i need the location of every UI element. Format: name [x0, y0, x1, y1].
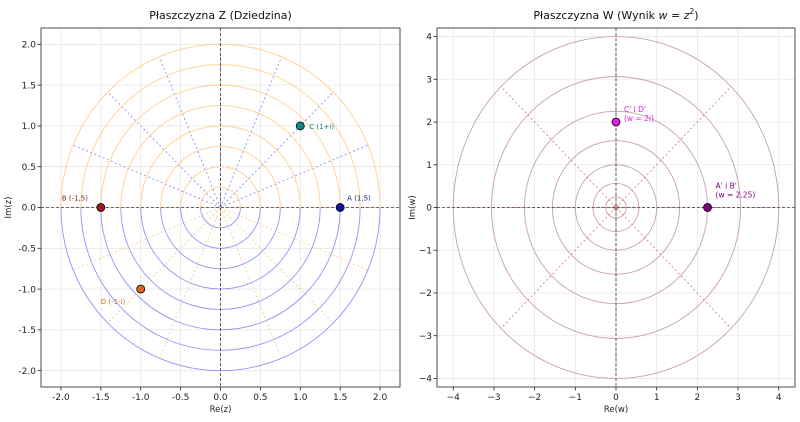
- lower-half-circle: [160, 146, 281, 208]
- lower-half-ray: [159, 207, 221, 359]
- y-tick-label: 2: [426, 118, 432, 128]
- lower-half-circle: [180, 166, 261, 208]
- x-tick-label: 1: [654, 393, 660, 403]
- data-point: [96, 203, 106, 212]
- y-tick-label: 2.0: [22, 41, 37, 51]
- point-sublabel: (w = 2i): [624, 114, 654, 123]
- image-ray: [500, 207, 617, 329]
- point-label: A' i B': [716, 182, 737, 191]
- data-point: [703, 203, 712, 212]
- point-label: A (1,5): [347, 195, 371, 203]
- y-tick-label: 0: [426, 204, 432, 214]
- y-tick-label: 1: [426, 161, 432, 171]
- y-tick-label: -0.5: [18, 244, 36, 254]
- x-axis-label: Re(z): [210, 405, 232, 415]
- y-tick-label: −3: [419, 332, 432, 342]
- point-label: B (-1,5): [62, 195, 88, 203]
- data-point: [136, 284, 146, 294]
- chart-title-part: =: [668, 9, 684, 22]
- y-tick-label: -1.5: [18, 326, 36, 336]
- point-label: C' i D': [624, 105, 646, 114]
- x-tick-label: 4: [776, 393, 782, 403]
- y-tick-label: 1.5: [22, 81, 36, 91]
- y-tick-label: 0.5: [22, 163, 36, 173]
- y-tick-label: −1: [419, 246, 432, 256]
- chart-title-part: Płaszczyzna W (Wynik: [533, 9, 658, 22]
- chart-title: Płaszczyzna Z (Dziedzina): [149, 9, 292, 22]
- x-tick-label: −4: [447, 393, 461, 403]
- x-tick-label: 1.0: [293, 393, 308, 403]
- x-tick-label: -1.5: [92, 393, 110, 403]
- x-tick-label: 2: [694, 393, 700, 403]
- image-ray: [615, 86, 732, 208]
- y-tick-label: -2.0: [18, 367, 36, 377]
- y-tick-label: −4: [419, 375, 433, 385]
- x-tick-label: -1.0: [132, 393, 150, 403]
- y-tick-label: 4: [426, 33, 432, 43]
- data-point: [611, 117, 621, 127]
- y-tick-label: 1.0: [22, 122, 37, 132]
- data-point: [335, 203, 345, 212]
- y-tick-label: 3: [426, 75, 432, 85]
- x-tick-label: 0.5: [253, 393, 267, 403]
- chart-title-part: z: [683, 9, 690, 22]
- x-tick-label: -2.0: [52, 393, 70, 403]
- panel-0: -2.0 -1.5 -1.0 -0.5 0.0 0.5 1.0 1.5 2.0 -2.0 -1.5 -…: [4, 9, 401, 415]
- point-sublabel: (w = 2.25): [716, 191, 756, 200]
- chart-title: Płaszczyzna W (Wynik w = z2): [533, 7, 698, 22]
- chart-title-part: ): [694, 9, 698, 22]
- x-axis-label: Re(w): [604, 405, 628, 415]
- lower-half-ray: [220, 207, 282, 359]
- y-axis-label: Im(w): [408, 195, 418, 219]
- y-tick-label: −2: [419, 289, 432, 299]
- y-tick-label: -1.0: [18, 285, 36, 295]
- x-tick-label: -0.5: [172, 393, 190, 403]
- x-tick-label: 0.0: [213, 393, 228, 403]
- chart-title-part: 2: [690, 7, 695, 16]
- x-tick-label: −1: [569, 393, 582, 403]
- data-point: [295, 121, 305, 131]
- point-label: C (1+i): [309, 123, 334, 131]
- point-label: D (-1-i): [101, 298, 126, 306]
- chart-title-part: w: [659, 9, 668, 22]
- x-tick-label: 0: [613, 393, 619, 403]
- x-tick-label: 2.0: [373, 393, 388, 403]
- lower-half-circle: [200, 186, 241, 208]
- x-tick-label: −2: [528, 393, 541, 403]
- image-ray: [615, 207, 732, 329]
- image-ray: [500, 86, 617, 208]
- x-tick-label: −3: [487, 393, 500, 403]
- x-tick-label: 3: [735, 393, 741, 403]
- x-tick-label: 1.5: [333, 393, 347, 403]
- y-axis-label: Im(z): [4, 197, 14, 219]
- y-tick-label: 0.0: [22, 204, 37, 214]
- panel-1: −4 −3 −2 −1 0 1 2 3 4 −4 −3 −2 −1 0 1 2 3 4 Re(w) Im(w) Płas…: [408, 7, 796, 415]
